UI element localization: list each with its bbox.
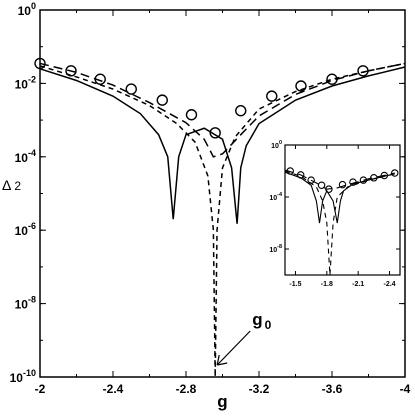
- series-marker: [156, 94, 168, 106]
- y-tick-base: 10: [15, 151, 29, 165]
- x-tick-label: -3.6: [322, 382, 343, 396]
- y-tick-base: 10: [18, 4, 32, 18]
- y-tick-exponent: -10: [23, 368, 36, 378]
- y-tick-exponent: -4: [277, 192, 283, 198]
- inset-background: [285, 145, 400, 275]
- series-marker: [209, 127, 221, 139]
- series-marker: [65, 65, 77, 77]
- series-marker: [185, 109, 198, 121]
- series-marker: [317, 181, 326, 190]
- y-tick-exponent: -8: [28, 295, 36, 305]
- series-line-solid: [39, 66, 406, 224]
- y-tick-base: 10: [10, 371, 24, 385]
- y-tick-exponent: 0: [279, 140, 282, 146]
- series-marker: [325, 185, 333, 193]
- x-tick-label: -4: [400, 382, 411, 396]
- series-marker: [326, 73, 338, 85]
- series-marker: [125, 83, 137, 95]
- x-tick-label: -2.1: [352, 281, 364, 288]
- y-tick-label: 10-8: [15, 295, 36, 312]
- x-tick-label: -2.8: [176, 382, 197, 396]
- x-tick-label: -2.4: [103, 382, 124, 396]
- y-tick-base: 10: [269, 195, 277, 202]
- y-tick-base: 10: [15, 224, 29, 238]
- x-tick-label: -3.2: [249, 382, 270, 396]
- x-tick-label: -1.8: [321, 281, 333, 288]
- y-tick-label: 100: [18, 1, 36, 18]
- y-tick-base: 10: [269, 247, 277, 254]
- series-marker: [286, 167, 294, 175]
- y-axis-label-sub: 2: [14, 179, 21, 193]
- series-marker: [307, 176, 315, 184]
- series-marker: [94, 73, 106, 85]
- y-axis-label-main: Δ: [2, 177, 11, 193]
- annotation-arrowhead: [216, 354, 228, 366]
- x-axis-label: g: [217, 392, 227, 411]
- y-tick-label: 10-8: [269, 244, 282, 254]
- series-marker: [370, 174, 378, 182]
- y-tick-label: 10-6: [15, 221, 36, 238]
- series-marker: [391, 169, 399, 177]
- series-marker: [338, 180, 347, 189]
- y-tick-label: 10-10: [10, 368, 36, 385]
- y-tick-exponent: 0: [31, 1, 36, 11]
- x-tick-label: -2: [35, 382, 46, 396]
- series-marker: [357, 65, 369, 77]
- y-tick-exponent: -8: [277, 244, 282, 250]
- annotation-arrow: [216, 330, 251, 366]
- x-tick-label: -1.5: [289, 281, 301, 288]
- annotation-label-sub: 0: [265, 318, 272, 332]
- series-marker: [349, 178, 357, 186]
- y-tick-base: 10: [15, 77, 29, 91]
- series-marker: [359, 176, 368, 184]
- y-tick-exponent: -2: [28, 74, 36, 84]
- x-tick-label: -2.4: [384, 281, 396, 288]
- plot-frame: [284, 144, 401, 276]
- y-tick-label: 10-2: [15, 74, 36, 91]
- y-tick-base: 10: [15, 298, 29, 312]
- series-line-long-dashed: [39, 62, 406, 158]
- annotation-label-main: g: [252, 310, 262, 329]
- series-line-dashed: [39, 62, 406, 378]
- series-marker: [380, 171, 389, 180]
- series-marker: [296, 171, 305, 179]
- y-tick-label: 10-4: [269, 192, 283, 202]
- y-tick-label: 10-4: [15, 148, 36, 165]
- y-tick-exponent: -6: [28, 221, 36, 231]
- main-plot: -2 -2.4 -2.8 -3.2 -3.6 -410-1010-810-610-410-…: [2, 1, 411, 411]
- series-marker: [235, 105, 247, 117]
- y-tick-label: 100: [271, 140, 282, 150]
- series-marker: [295, 80, 307, 92]
- y-tick-exponent: -4: [28, 148, 36, 158]
- y-tick-base: 10: [271, 143, 279, 150]
- series-marker: [266, 90, 278, 102]
